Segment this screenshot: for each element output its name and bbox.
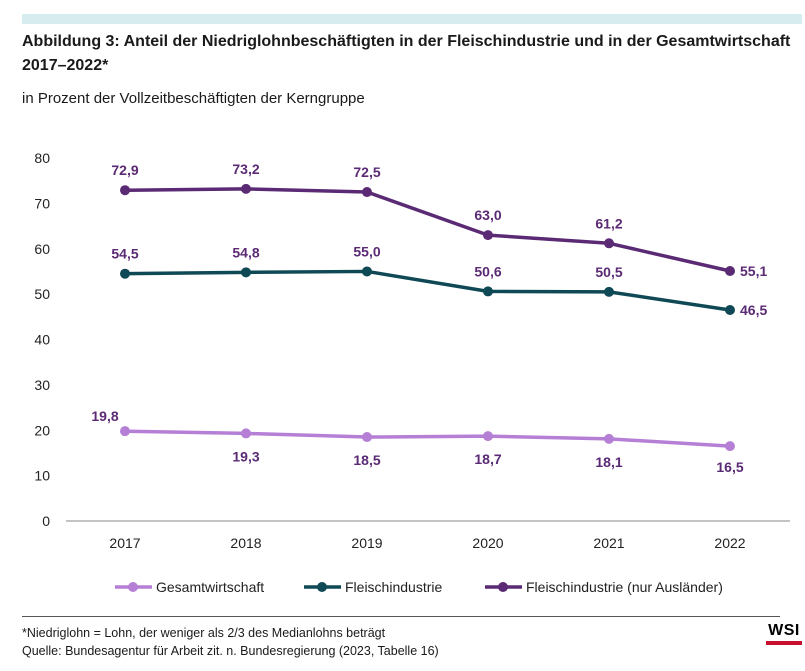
data-point [725, 305, 735, 316]
data-label: 55,0 [353, 243, 380, 259]
legend-label: Fleischindustrie (nur Ausländer) [526, 579, 723, 595]
legend-marker [128, 582, 138, 592]
data-label: 19,8 [91, 408, 118, 424]
data-point [241, 267, 251, 278]
x-tick-label: 2022 [714, 535, 745, 551]
logo-text: WSI [768, 622, 800, 639]
legend-label: Fleischindustrie [345, 579, 442, 595]
y-tick-label: 0 [42, 513, 50, 529]
y-tick-label: 20 [34, 422, 50, 438]
data-point [120, 185, 130, 196]
series-line [124, 269, 731, 312]
data-point [241, 428, 251, 439]
data-label: 50,6 [474, 263, 501, 279]
x-tick-label: 2020 [472, 535, 503, 551]
y-tick-label: 50 [34, 286, 50, 302]
data-label: 46,5 [740, 302, 767, 318]
data-label: 54,5 [111, 246, 138, 262]
data-label: 18,1 [595, 454, 622, 470]
data-point [241, 183, 251, 194]
y-tick-label: 10 [34, 468, 50, 484]
data-point [483, 286, 493, 297]
data-label: 19,3 [232, 448, 259, 464]
y-tick-label: 70 [34, 195, 50, 211]
data-label: 72,5 [353, 164, 380, 180]
chart-title: Abbildung 3: Anteil der Niedriglohnbesch… [22, 33, 791, 74]
footer: *Niedriglohn = Lohn, der weniger als 2/3… [22, 624, 439, 660]
data-point [604, 286, 614, 297]
y-tick-label: 60 [34, 241, 50, 257]
top-accent-bar [22, 14, 802, 24]
logo-bar [766, 641, 802, 645]
x-tick-label: 2017 [109, 535, 140, 551]
data-point [604, 238, 614, 249]
data-point [120, 268, 130, 279]
legend-marker [498, 582, 508, 592]
x-tick-label: 2018 [230, 535, 261, 551]
wsi-logo: WSI [766, 622, 802, 645]
chart-subtitle: in Prozent der Vollzeitbeschäftigten der… [22, 90, 365, 107]
footer-divider [22, 616, 780, 617]
data-label: 61,2 [595, 215, 622, 231]
y-tick-label: 40 [34, 332, 50, 348]
y-tick-label: 80 [34, 150, 50, 166]
legend-marker [317, 582, 327, 592]
data-label: 16,5 [716, 459, 743, 475]
data-label: 63,0 [474, 207, 501, 223]
data-point [483, 230, 493, 241]
data-label: 18,7 [474, 451, 501, 467]
footnote: *Niedriglohn = Lohn, der weniger als 2/3… [22, 626, 386, 640]
data-label: 73,2 [232, 161, 259, 177]
x-tick-label: 2021 [593, 535, 624, 551]
data-point [604, 433, 614, 444]
data-label: 72,9 [111, 162, 138, 178]
data-label: 50,5 [595, 264, 622, 280]
data-point [725, 441, 735, 452]
data-point [362, 187, 372, 198]
data-label: 54,8 [232, 244, 259, 260]
x-tick-label: 2019 [351, 535, 382, 551]
data-point [725, 265, 735, 276]
series-line [124, 187, 731, 273]
data-label: 55,1 [740, 263, 767, 279]
source-note: Quelle: Bundesagentur für Arbeit zit. n.… [22, 644, 439, 658]
legend-label: Gesamtwirtschaft [156, 579, 264, 595]
y-tick-label: 30 [34, 377, 50, 393]
series-line [124, 429, 731, 448]
data-point [362, 432, 372, 443]
data-point [120, 426, 130, 437]
data-point [362, 266, 372, 277]
data-point [483, 431, 493, 442]
data-label: 18,5 [353, 452, 380, 468]
